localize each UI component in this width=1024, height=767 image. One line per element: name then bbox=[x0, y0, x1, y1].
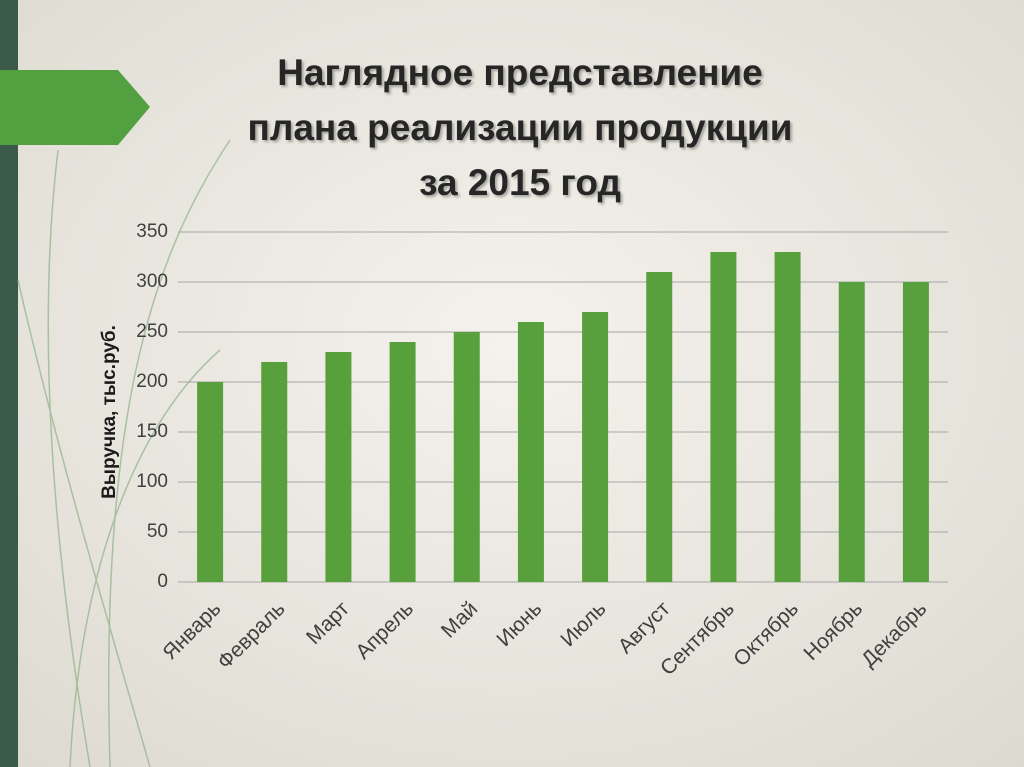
y-tick-label: 250 bbox=[136, 321, 168, 342]
left-strip bbox=[0, 0, 18, 767]
y-tick-label: 150 bbox=[136, 421, 168, 442]
bar bbox=[902, 282, 929, 582]
bar bbox=[582, 312, 609, 582]
chart-title: Наглядное представление bbox=[277, 52, 763, 93]
bar bbox=[325, 352, 352, 582]
y-tick-label: 100 bbox=[136, 471, 168, 492]
y-axis-label: Выручка, тыс.руб. bbox=[99, 325, 120, 499]
bar bbox=[453, 332, 480, 582]
y-tick-label: 0 bbox=[157, 571, 168, 592]
bar bbox=[646, 272, 673, 582]
bar bbox=[710, 252, 737, 582]
y-tick-label: 350 bbox=[136, 221, 168, 242]
bar bbox=[838, 282, 865, 582]
bar bbox=[389, 342, 416, 582]
y-tick-label: 300 bbox=[136, 271, 168, 292]
bar bbox=[197, 382, 224, 582]
bar bbox=[261, 362, 288, 582]
y-tick-label: 50 bbox=[147, 521, 168, 542]
y-tick-label: 200 bbox=[136, 371, 168, 392]
bar bbox=[774, 252, 801, 582]
decor-lines bbox=[17, 139, 231, 767]
chart-title: плана реализации продукции bbox=[248, 107, 793, 148]
bar bbox=[517, 322, 544, 582]
chart-title: за 2015 год bbox=[419, 162, 621, 203]
arrow-decor bbox=[0, 70, 150, 145]
